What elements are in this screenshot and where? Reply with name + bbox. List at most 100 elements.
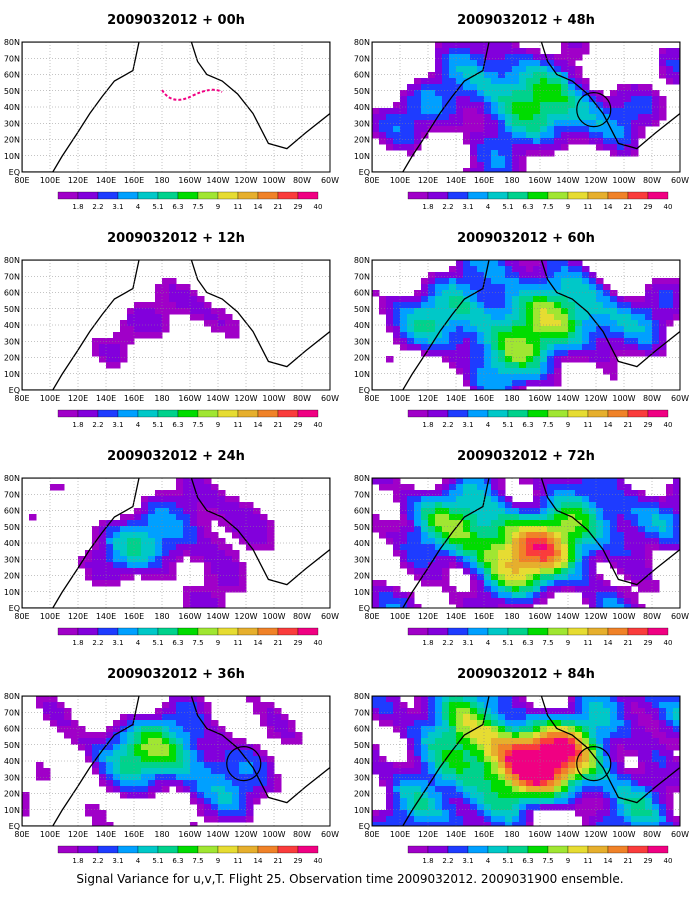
lat-label: EQ	[9, 822, 20, 831]
legend-label: 14	[254, 421, 263, 429]
lat-label: EQ	[359, 168, 370, 177]
circle-marker	[576, 91, 612, 128]
lon-label: 180	[154, 830, 169, 839]
lat-label: 80N	[354, 692, 370, 701]
legend-label: 11	[234, 203, 243, 211]
panel-title: 2009032012 + 24h	[107, 449, 245, 464]
legend-swatch	[297, 845, 319, 854]
legend-swatch	[427, 191, 449, 200]
legend-label: 40	[664, 203, 673, 211]
lon-label: 120E	[68, 394, 88, 403]
lat-label: 40N	[354, 321, 370, 330]
legend-swatch	[197, 627, 219, 636]
lon-label: 100E	[40, 176, 60, 185]
legend-swatch	[407, 409, 429, 418]
lat-label: 80N	[4, 692, 20, 701]
lon-label: 140E	[96, 830, 116, 839]
legend-swatch	[97, 409, 119, 418]
lat-label: 60N	[4, 725, 20, 734]
lon-label: 180	[154, 394, 169, 403]
legend-label: 40	[314, 421, 323, 429]
lon-label: 140W	[556, 394, 579, 403]
legend-label: 1.8	[72, 639, 83, 647]
lat-label: 30N	[4, 773, 20, 782]
legend-swatch	[527, 845, 549, 854]
legend-swatch	[77, 627, 99, 636]
lon-label: 80E	[14, 830, 29, 839]
panel-title: 2009032012 + 60h	[457, 231, 595, 246]
legend-swatch	[607, 845, 629, 854]
shaded-field	[22, 42, 330, 172]
lon-label: 120W	[584, 830, 607, 839]
lon-label: 160W	[528, 394, 551, 403]
legend-swatch	[407, 191, 429, 200]
legend-swatch	[157, 627, 179, 636]
coastline	[540, 478, 680, 586]
legend-label: 1.8	[72, 203, 83, 211]
lat-label: 30N	[4, 337, 20, 346]
legend-label: 4	[136, 857, 141, 865]
legend-label: 7.5	[192, 421, 203, 429]
lat-label: 70N	[4, 490, 20, 499]
legend-swatch	[277, 409, 299, 418]
map-panel: 2009032012 + 48h EQ 10N 20N 30N 40N 50N 60N 70N 8…	[354, 13, 689, 211]
legend-swatch	[627, 627, 649, 636]
shaded-field	[372, 696, 680, 826]
coastline	[540, 42, 680, 150]
lon-label: 180	[154, 176, 169, 185]
legend-label: 4	[486, 203, 491, 211]
legend-label: 40	[314, 639, 323, 647]
legend-label: 5.1	[152, 857, 163, 865]
legend-swatch	[77, 191, 99, 200]
legend-label: 3.1	[112, 421, 123, 429]
legend-swatch	[467, 191, 489, 200]
legend-swatch	[447, 409, 469, 418]
legend-label: 2.2	[92, 203, 103, 211]
legend-swatch	[487, 845, 509, 854]
panel-title: 2009032012 + 00h	[107, 13, 245, 28]
lon-label: 180	[154, 612, 169, 621]
map-panel: 2009032012 + 12h EQ 10N 20N 30N 40N 50N 60N 70N 8…	[4, 231, 339, 429]
lat-label: 40N	[354, 103, 370, 112]
colour-legend: 1.8 2.2 3.1 4 5.1 6.3 7.5 9 11 14 21 29 40	[57, 409, 323, 429]
legend-swatch	[297, 191, 319, 200]
lon-label: 160W	[528, 830, 551, 839]
legend-swatch	[547, 845, 569, 854]
legend-swatch	[237, 191, 259, 200]
lat-label: EQ	[9, 386, 20, 395]
lon-label: 140W	[556, 830, 579, 839]
lat-label: EQ	[9, 168, 20, 177]
legend-swatch	[137, 627, 159, 636]
lat-label: 20N	[354, 790, 370, 799]
legend-label: 11	[234, 421, 243, 429]
legend-swatch	[157, 409, 179, 418]
lat-label: 10N	[4, 152, 20, 161]
legend-swatch	[647, 627, 669, 636]
lon-label: 100E	[390, 612, 410, 621]
legend-swatch	[217, 627, 239, 636]
legend-label: 29	[294, 639, 303, 647]
legend-swatch	[277, 191, 299, 200]
lon-label: 120W	[584, 394, 607, 403]
lon-label: 120W	[234, 394, 257, 403]
legend-label: 5.1	[152, 639, 163, 647]
legend-swatch	[487, 191, 509, 200]
lon-label: 180	[504, 830, 519, 839]
lon-label: 140E	[446, 830, 466, 839]
legend-label: 7.5	[542, 203, 553, 211]
lon-label: 80E	[14, 612, 29, 621]
legend-swatch	[487, 627, 509, 636]
coastline	[540, 696, 680, 804]
legend-label: 5.1	[502, 421, 513, 429]
legend-swatch	[507, 845, 529, 854]
lon-label: 160E	[124, 394, 144, 403]
legend-swatch	[77, 845, 99, 854]
legend-swatch	[197, 845, 219, 854]
panel-frame	[21, 41, 331, 173]
lat-label: 30N	[354, 555, 370, 564]
legend-label: 40	[664, 639, 673, 647]
lon-label: 120W	[584, 176, 607, 185]
legend-swatch	[257, 409, 279, 418]
lat-label: 30N	[354, 337, 370, 346]
